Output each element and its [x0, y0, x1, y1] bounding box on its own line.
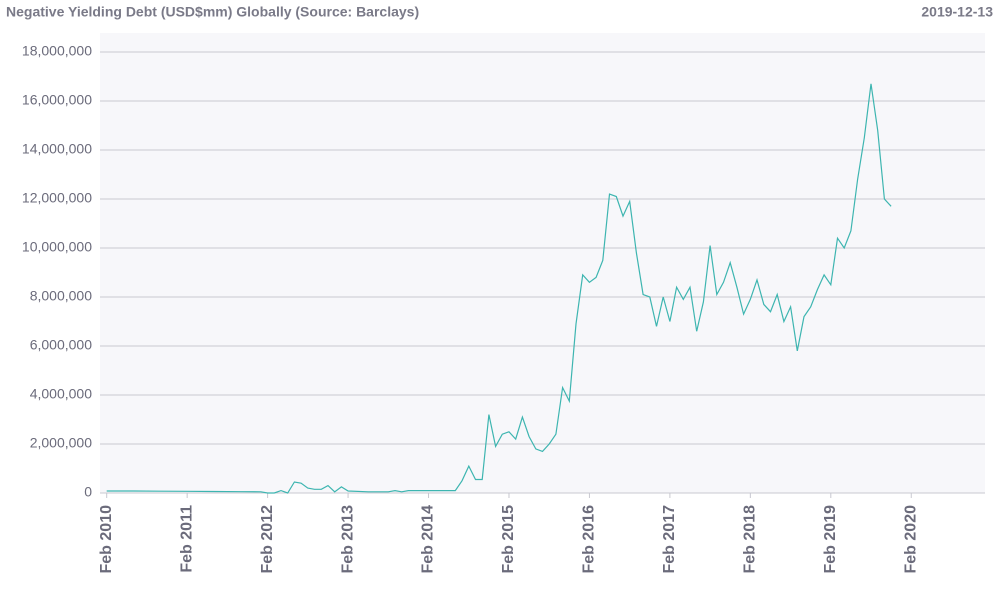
x-tick-label: Feb 2017 — [661, 505, 678, 574]
x-tick-label: Feb 2020 — [902, 505, 919, 574]
y-tick-label: 8,000,000 — [30, 288, 92, 304]
x-tick-label: Feb 2018 — [742, 505, 759, 574]
x-tick-label: Feb 2012 — [259, 505, 276, 574]
y-tick-label: 14,000,000 — [22, 141, 92, 157]
x-tick-label: Feb 2015 — [500, 505, 517, 574]
plot-area — [100, 33, 985, 493]
y-tick-label: 6,000,000 — [30, 337, 92, 353]
x-tick-label: Feb 2013 — [339, 505, 356, 574]
y-tick-label: 16,000,000 — [22, 92, 92, 108]
x-tick-label: Feb 2010 — [98, 505, 115, 574]
x-tick-label: Feb 2019 — [822, 505, 839, 574]
x-tick-label: Feb 2011 — [178, 505, 195, 573]
y-tick-label: 2,000,000 — [30, 435, 92, 451]
y-tick-label: 18,000,000 — [22, 43, 92, 59]
chart-title: Negative Yielding Debt (USD$mm) Globally… — [6, 4, 419, 20]
y-tick-label: 0 — [84, 484, 92, 500]
y-tick-label: 10,000,000 — [22, 239, 92, 255]
chart-date: 2019-12-13 — [921, 4, 993, 20]
data-line — [106, 83, 892, 494]
x-tick-label: Feb 2016 — [581, 505, 598, 574]
y-tick-label: 4,000,000 — [30, 386, 92, 402]
y-tick-label: 12,000,000 — [22, 190, 92, 206]
x-tick-label: Feb 2014 — [420, 505, 437, 574]
